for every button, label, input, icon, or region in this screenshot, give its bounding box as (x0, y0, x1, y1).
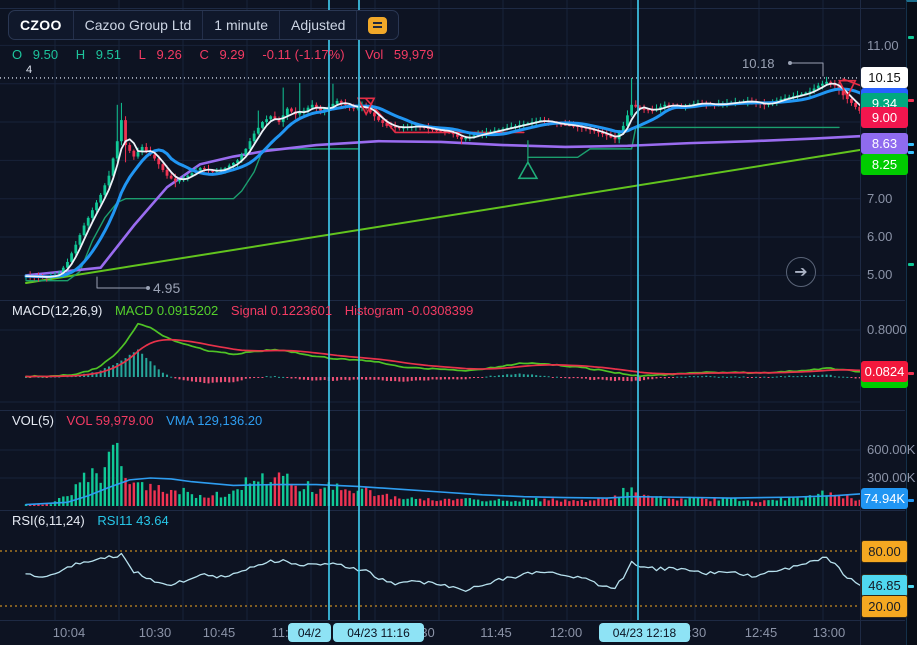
time-axis-label: 13:00 (812, 625, 846, 640)
rsi-badge: 20.00 (861, 595, 908, 618)
price-axis-border (860, 0, 861, 645)
macd-panel[interactable] (0, 300, 860, 410)
price-axis-label: 11.00 (867, 38, 899, 53)
strip-tick (908, 36, 914, 39)
volume-value: 59,979 (393, 47, 434, 62)
strip-tick (908, 143, 914, 146)
event-marker-line (358, 0, 360, 620)
volume-axis-label: 600.00K (867, 442, 916, 457)
strip-tick (908, 263, 914, 266)
rsi-panel[interactable] (0, 510, 860, 620)
price-axis-label: 6.00 (867, 229, 893, 244)
price-badge: 10.15 (861, 67, 908, 88)
macd-axis-label: 0.8000 (867, 322, 907, 337)
price-badge: 8.63 (861, 133, 908, 154)
signal-value: Signal 0.1223601 (230, 303, 333, 318)
price-badge: 9.00 (861, 107, 908, 128)
time-axis-label: 10:30 (138, 625, 172, 640)
price-axis-label: 5.00 (867, 267, 893, 282)
event-time-badge: 04/23 11:16 (333, 623, 424, 642)
low-value: 9.26 (156, 47, 182, 62)
go-to-realtime-button[interactable]: ➔ (786, 257, 816, 287)
time-axis-label: 12:00 (549, 625, 583, 640)
macd-badge: 0.0824 (861, 361, 908, 382)
separator[interactable] (0, 8, 905, 9)
high-value: 9.51 (95, 47, 122, 62)
session-high-label: 10.18 (742, 56, 775, 71)
macd-value: MACD 0.0915202 (114, 303, 219, 318)
open-value: 9.50 (32, 47, 59, 62)
rsi-badge: 46.85 (861, 574, 908, 597)
volume-badge: 74.94K (861, 488, 908, 509)
event-marker-line (637, 0, 639, 620)
scale-side-strip[interactable] (906, 0, 917, 645)
time-axis-label: 12:45 (744, 625, 778, 640)
price-badge: 8.25 (861, 154, 908, 175)
rsi-badge: 80.00 (861, 540, 908, 563)
symbol-header: CZOO Cazoo Group Ltd 1 minute Adjusted (8, 10, 400, 40)
strip-tick (908, 499, 914, 502)
time-axis-label: 10:04 (52, 625, 86, 640)
rsi-value: RSI11 43.64 (97, 513, 169, 528)
event-marker-line (328, 0, 330, 620)
symbol-ticker[interactable]: CZOO (20, 17, 62, 33)
separator (0, 620, 905, 621)
macd-header[interactable]: MACD(12,26,9) MACD 0.0915202 Signal 0.12… (12, 303, 474, 318)
journal-button[interactable] (356, 11, 398, 39)
strip-tick (908, 585, 914, 588)
time-axis-label: 11: (271, 625, 289, 640)
separator[interactable] (0, 300, 905, 301)
event-time-badge: 04/23 12:18 (599, 623, 690, 642)
strip-tick (908, 99, 914, 102)
vol-value: VOL 59,979.00 (66, 413, 154, 428)
alert-line-count: 4 (26, 64, 33, 76)
journal-icon (368, 16, 388, 34)
time-axis-label: 11:45 (480, 625, 512, 640)
time-axis-label: 10:45 (202, 625, 236, 640)
interval-selector[interactable]: 1 minute (202, 11, 279, 39)
quote-row: O 9.50 H 9.51 L 9.26 C 9.29 -0.11 (-1.17… (12, 47, 434, 62)
strip-tick (908, 151, 914, 154)
histogram-value: Histogram -0.0308399 (344, 303, 474, 318)
session-low-label: 4.95 (153, 280, 181, 296)
separator[interactable] (0, 410, 905, 411)
change-value: -0.11 (-1.17%) (262, 47, 345, 62)
event-time-badge: 04/2 (288, 623, 331, 642)
price-axis-label: 7.00 (867, 191, 893, 206)
adjusted-toggle[interactable]: Adjusted (278, 11, 356, 39)
separator[interactable] (0, 510, 905, 511)
rsi-header[interactable]: RSI(6,11,24) RSI11 43.64 (12, 513, 169, 528)
symbol-name[interactable]: Cazoo Group Ltd (72, 11, 203, 39)
vma-value: VMA 129,136.20 (166, 413, 263, 428)
strip-tick (908, 372, 914, 375)
volume-axis-label: 300.00K (867, 470, 916, 485)
close-value: 9.29 (219, 47, 245, 62)
volume-header[interactable]: VOL(5) VOL 59,979.00 VMA 129,136.20 (12, 413, 263, 428)
price-chart-panel[interactable] (0, 0, 860, 300)
